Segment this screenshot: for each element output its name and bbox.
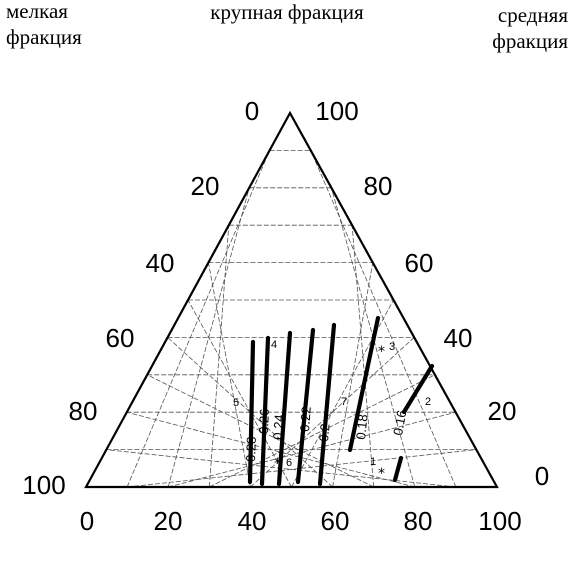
bottom-tick-0: 0 xyxy=(80,506,94,536)
point-marker-6: * xyxy=(274,456,281,472)
fine-fraction-line1: мелкая xyxy=(6,0,68,23)
right-tick-20: 20 xyxy=(488,396,517,426)
left-tick-20: 20 xyxy=(191,171,220,201)
point-marker-1: * xyxy=(378,466,385,482)
bottom-tick-60: 60 xyxy=(321,506,350,536)
grid-line-2-9 xyxy=(310,150,457,488)
sample-points: 1 * 2 3 * 4 5 6 * 7 xyxy=(233,339,431,482)
fine-fraction-line2: фракция xyxy=(6,25,82,49)
bottom-tick-20: 20 xyxy=(154,506,183,536)
fine-fraction-label: мелкая фракция xyxy=(6,0,82,50)
iso-label-0-26: 0.26 xyxy=(256,408,272,434)
bottom-tick-40: 40 xyxy=(238,506,267,536)
right-tick-100: 100 xyxy=(315,96,358,126)
point-marker-3: * xyxy=(378,344,385,360)
point-label-1: 1 xyxy=(370,456,376,468)
iso-line-0-28-b xyxy=(259,335,271,487)
iso-label-0-28: 0.28 xyxy=(243,436,259,462)
grid-line-1-8 xyxy=(126,411,415,488)
left-tick-40: 40 xyxy=(146,248,175,278)
medium-fraction-label: средняя фракция xyxy=(492,2,568,54)
point-label-7: 7 xyxy=(341,396,347,408)
point-label-3: 3 xyxy=(389,341,395,353)
grid-line-2-7 xyxy=(351,225,375,488)
bottom-axis-ticks: 0 20 40 60 80 100 xyxy=(80,506,522,536)
coarse-fraction-label: крупная фракция xyxy=(210,0,364,24)
iso-line-0-16 xyxy=(401,363,435,415)
iso-line-0-22 xyxy=(317,322,337,487)
iso-label-0-2: 0.2 xyxy=(316,423,333,442)
iso-line-0-26 xyxy=(276,330,293,487)
grid-line-1-3 xyxy=(208,225,230,488)
right-tick-60: 60 xyxy=(405,248,434,278)
bottom-tick-100: 100 xyxy=(478,506,521,536)
medium-fraction-line2: фракция xyxy=(492,29,568,53)
left-tick-60: 60 xyxy=(106,323,135,353)
left-tick-0: 0 xyxy=(245,96,259,126)
left-tick-100: 100 xyxy=(22,470,65,500)
triangle-grid xyxy=(106,149,477,488)
grid-line-2-6 xyxy=(332,262,374,488)
point-label-4: 4 xyxy=(271,339,277,351)
iso-label-0-16: 0.16 xyxy=(390,409,409,437)
iso-label-0-22: 0.22 xyxy=(297,406,314,432)
right-tick-40: 40 xyxy=(444,323,473,353)
iso-label-0-24: 0.24 xyxy=(270,414,287,440)
point-label-6: 6 xyxy=(286,457,292,469)
iso-line-0-18 xyxy=(392,455,404,483)
point-label-5: 5 xyxy=(233,397,239,409)
iso-lines xyxy=(247,315,435,487)
grid-line-1-5 xyxy=(187,299,292,488)
medium-fraction-line1: средняя xyxy=(497,3,568,27)
iso-line-0-28-a xyxy=(247,339,256,485)
triangle-outline xyxy=(84,110,499,489)
grid-line-1-7 xyxy=(147,374,374,488)
grid-line-1-6 xyxy=(167,337,333,488)
point-label-2: 2 xyxy=(425,396,431,408)
iso-label-0-18: 0.18 xyxy=(353,414,371,441)
left-tick-80: 80 xyxy=(69,396,98,426)
left-axis-ticks: 0 20 40 60 80 100 xyxy=(22,96,259,500)
right-axis-ticks: 100 80 60 40 20 0 xyxy=(315,96,549,491)
right-tick-0: 0 xyxy=(535,461,549,491)
iso-line-0-24 xyxy=(295,327,316,485)
right-tick-80: 80 xyxy=(364,171,393,201)
iso-line-0-2 xyxy=(347,315,381,453)
bottom-tick-80: 80 xyxy=(404,506,433,536)
iso-labels: 0.28 0.26 0.24 0.22 0.2 0.18 0.16 xyxy=(243,406,409,462)
